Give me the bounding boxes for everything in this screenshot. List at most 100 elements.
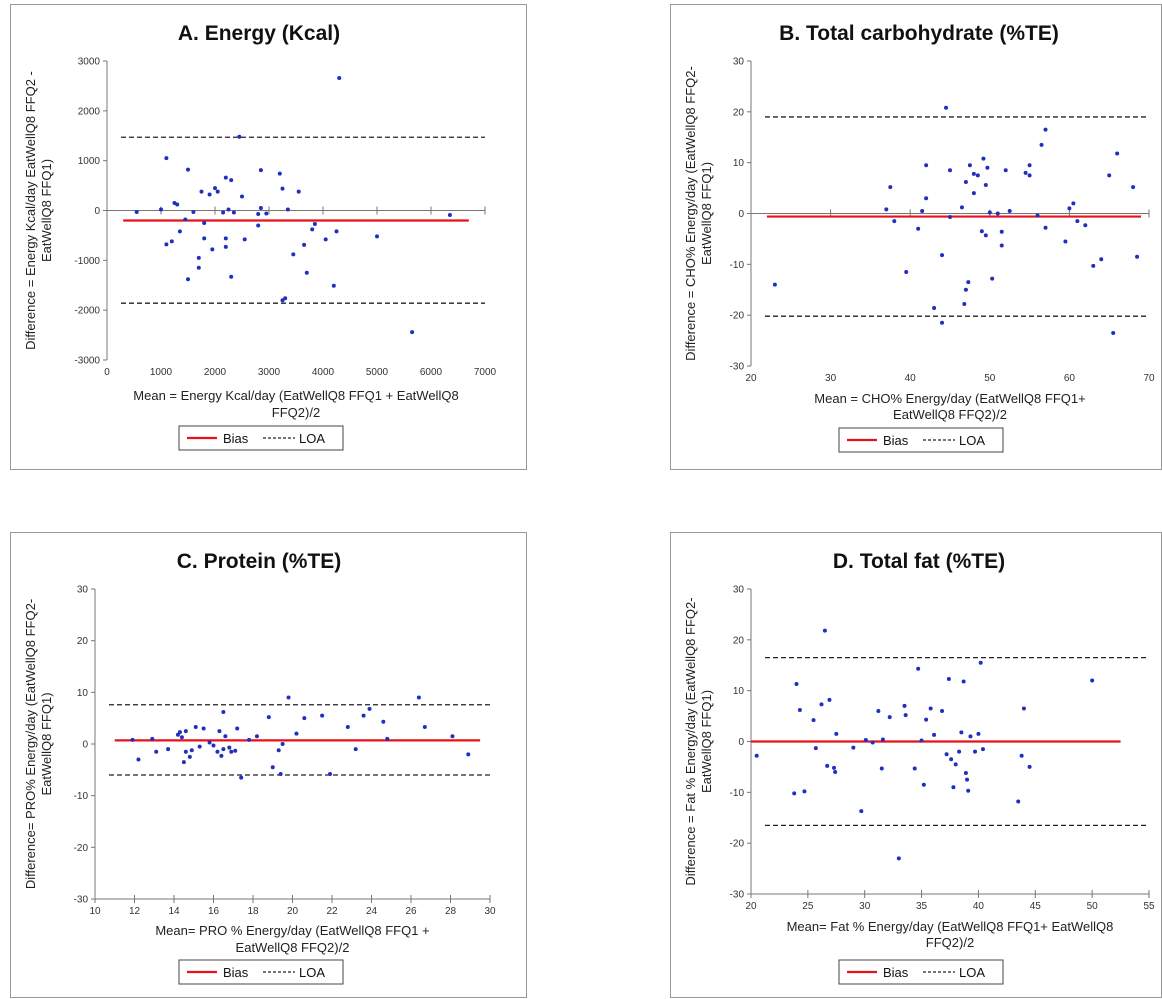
- data-point: [940, 320, 945, 325]
- data-point: [320, 713, 325, 718]
- data-point: [258, 206, 263, 211]
- data-point: [985, 165, 990, 170]
- data-point: [975, 173, 980, 178]
- data-point: [375, 234, 379, 239]
- data-point: [196, 255, 201, 260]
- data-point: [247, 737, 252, 742]
- data-point: [229, 178, 234, 183]
- x-tick-label: 40: [973, 901, 985, 912]
- y-axis-label: EatWellQ8 FFQ1): [699, 162, 714, 265]
- data-point: [1071, 201, 1076, 206]
- data-point: [916, 226, 921, 231]
- data-point: [822, 628, 827, 633]
- data-point: [999, 229, 1004, 234]
- data-point: [201, 726, 206, 731]
- data-point: [223, 734, 228, 739]
- y-tick-label: 1000: [78, 156, 101, 167]
- chart-panel-c: C. Protein (%TE) -30 -20 -10 0 10 20 30 10 12 14 16…: [10, 532, 527, 998]
- y-axis-label: Difference= PRO% Energy/day (EatWellQ8 F…: [23, 599, 38, 889]
- data-point: [944, 752, 949, 757]
- data-point: [134, 209, 139, 214]
- y-tick-label: -2000: [74, 306, 100, 317]
- legend-loa-label: LOA: [299, 431, 325, 446]
- data-point: [976, 731, 981, 736]
- data-point: [957, 749, 962, 754]
- data-point: [928, 706, 933, 711]
- y-tick-label: 10: [77, 688, 89, 699]
- data-point: [1016, 799, 1021, 804]
- data-point: [813, 746, 818, 751]
- x-tick-label: 26: [405, 906, 417, 917]
- data-point: [280, 186, 285, 191]
- x-tick-label: 0: [104, 367, 110, 378]
- chart-title: B. Total carbohydrate (%TE): [779, 22, 1059, 45]
- data-point: [183, 749, 188, 754]
- data-point: [888, 185, 893, 190]
- data-point: [276, 748, 281, 753]
- data-point: [983, 233, 988, 238]
- x-axis-label: FFQ2)/2: [272, 405, 320, 420]
- data-point: [990, 276, 995, 281]
- data-point: [416, 695, 421, 700]
- data-point: [1135, 254, 1140, 259]
- x-tick-label: 5000: [366, 367, 389, 378]
- x-tick-label: 25: [802, 901, 814, 912]
- data-point: [1067, 206, 1072, 211]
- data-point: [946, 676, 951, 681]
- data-point: [385, 736, 390, 741]
- chart-title: D. Total fat (%TE): [833, 550, 1005, 573]
- y-tick-label: -30: [74, 895, 89, 906]
- data-point: [832, 765, 837, 770]
- data-point: [215, 189, 220, 194]
- data-point: [959, 730, 964, 735]
- x-tick-label: 10: [89, 906, 101, 917]
- data-point: [896, 856, 901, 861]
- data-point: [884, 207, 889, 212]
- data-point: [971, 171, 976, 176]
- data-point: [973, 749, 978, 754]
- y-tick-label: -3000: [74, 356, 100, 367]
- legend-bias-label: Bias: [223, 965, 249, 980]
- data-point: [921, 782, 926, 787]
- x-tick-label: 55: [1143, 901, 1155, 912]
- data-point: [229, 749, 234, 754]
- x-tick-label: 4000: [312, 367, 335, 378]
- data-point: [948, 168, 952, 173]
- x-tick-label: 20: [745, 901, 757, 912]
- data-point: [278, 771, 283, 776]
- y-tick-label: -10: [74, 791, 89, 802]
- x-tick-label: 50: [1087, 901, 1099, 912]
- data-point: [177, 229, 182, 234]
- x-axis-label: Mean = Energy Kcal/day (EatWellQ8 FFQ1 +…: [133, 388, 458, 403]
- data-point: [197, 744, 202, 749]
- data-point: [323, 237, 328, 242]
- data-point: [1003, 168, 1008, 173]
- data-point: [136, 757, 141, 762]
- data-point: [226, 207, 231, 212]
- y-axis-label: Difference = Energy Kcal/day EatWellQ8 F…: [23, 71, 38, 350]
- data-point: [920, 208, 925, 213]
- legend-bias-label: Bias: [223, 431, 249, 446]
- y-tick-label: -30: [730, 362, 745, 373]
- y-tick-label: -10: [730, 260, 745, 271]
- data-point: [223, 236, 228, 241]
- data-point: [130, 737, 135, 742]
- data-point: [381, 719, 386, 724]
- data-point: [219, 753, 224, 758]
- data-point: [254, 734, 259, 739]
- data-point: [233, 748, 238, 753]
- data-point: [1099, 257, 1104, 262]
- data-point: [1063, 239, 1068, 244]
- data-point: [229, 274, 234, 279]
- data-point: [880, 737, 885, 742]
- data-point: [924, 163, 929, 168]
- data-point: [186, 277, 190, 282]
- data-point: [191, 209, 196, 214]
- data-point: [210, 247, 215, 252]
- data-point: [904, 269, 909, 274]
- x-tick-label: 7000: [474, 367, 497, 378]
- data-point: [951, 785, 956, 790]
- data-point: [903, 713, 908, 718]
- x-tick-label: 30: [859, 901, 871, 912]
- data-point: [1027, 764, 1032, 769]
